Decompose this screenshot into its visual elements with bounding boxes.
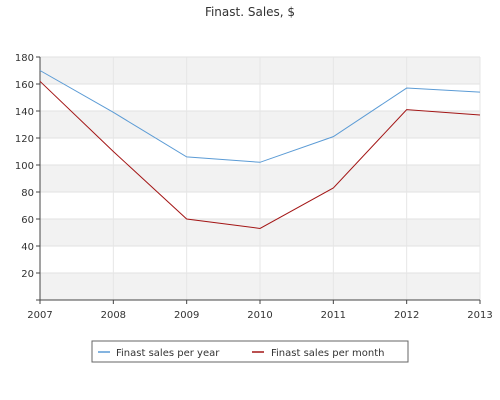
- x-tick-label: 2007: [27, 310, 52, 321]
- series-line-2: [39, 80, 481, 229]
- x-tick-label: 2013: [467, 310, 492, 321]
- y-tick-label: 160: [15, 80, 34, 91]
- y-tick-label: 20: [21, 269, 34, 280]
- y-tick-label: 60: [21, 215, 34, 226]
- legend-label-series-1[interactable]: Finast sales per year: [116, 348, 220, 359]
- legend-label-series-2[interactable]: Finast sales per month: [271, 348, 384, 359]
- legend-box: [91, 340, 409, 363]
- y-tick-label: 100: [15, 161, 34, 172]
- y-tick-label: 180: [15, 53, 34, 64]
- x-tick-labels: 2007 2008 2009 2010 2011 2012 2013: [27, 300, 493, 321]
- y-tick-label: 120: [15, 134, 34, 145]
- legend: Finast sales per year Finast sales per m…: [91, 340, 409, 363]
- y-tick-label: 40: [21, 242, 34, 253]
- y-tick-labels: 20 40 60 80 100 120 140 160 180: [15, 53, 40, 301]
- chart-title: Finast. Sales, $: [205, 5, 295, 19]
- x-tick-label: 2010: [247, 310, 272, 321]
- series-line-1: [39, 70, 481, 163]
- y-tick-label: 80: [21, 188, 34, 199]
- x-tick-label: 2008: [101, 310, 126, 321]
- x-tick-label: 2009: [174, 310, 199, 321]
- series-lines: [39, 70, 481, 229]
- y-tick-label: 140: [15, 107, 34, 118]
- x-tick-label: 2011: [321, 310, 346, 321]
- x-tick-label: 2012: [394, 310, 419, 321]
